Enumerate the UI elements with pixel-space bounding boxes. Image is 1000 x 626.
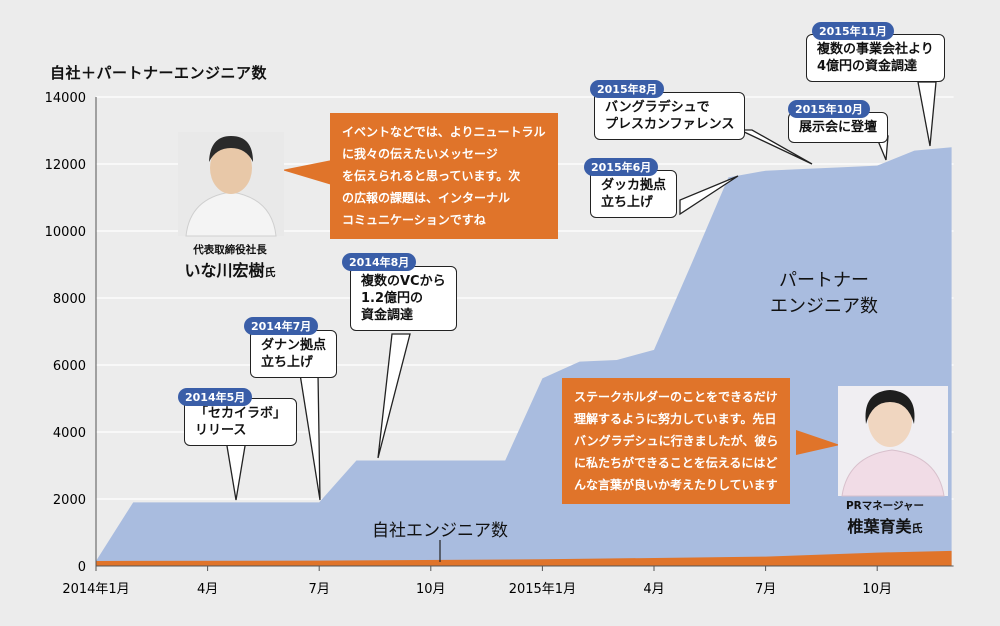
- pr-quote: ステークホルダーのことをできるだけ 理解するように努力しています。先日 バングラ…: [562, 378, 791, 504]
- badge-2014-08: 2014年8月: [342, 253, 417, 271]
- pr-blouse: [841, 449, 945, 497]
- callout-2014-08: 複数のVCから 1.2億円の 資金調達: [350, 266, 457, 331]
- pr-quote-tail: [796, 430, 840, 455]
- x-tick-label: 2014年1月: [62, 582, 129, 597]
- callout-2014-07: ダナン拠点 立ち上げ: [250, 330, 338, 378]
- x-tick-label: 10月: [416, 582, 446, 597]
- callout-pointer: [917, 81, 937, 147]
- x-tick-label: 4月: [643, 582, 664, 597]
- callout-pointer: [299, 373, 321, 501]
- ceo-caption: 代表取締役社長 いな川宏樹氏: [160, 242, 300, 281]
- pr-caption: PRマネージャー 椎葉育美氏: [820, 498, 950, 537]
- x-tick-label: 7月: [755, 582, 776, 597]
- badge-2015-10: 2015年10月: [788, 100, 870, 118]
- ceo-quote-tail: [282, 160, 332, 185]
- ceo-role: 代表取締役社長: [193, 244, 267, 256]
- badge-2014-05: 2014年5月: [178, 388, 253, 406]
- partner-series-label: パートナー エンジニア数: [770, 270, 878, 317]
- pr-role: PRマネージャー: [845, 500, 925, 512]
- ceo-name: いな川宏樹氏: [184, 261, 276, 280]
- pr-hair: [865, 390, 915, 424]
- badge-2015-11: 2015年11月: [812, 22, 894, 40]
- x-tick-label: 4月: [197, 582, 218, 597]
- badge-2015-08: 2015年8月: [590, 80, 665, 98]
- callout-pointer: [225, 439, 247, 501]
- y-tick-label: 12000: [45, 158, 86, 173]
- y-tick-label: 8000: [53, 292, 86, 307]
- callout-2014-05: 「セカイラボ」 リリース: [184, 398, 298, 446]
- callout-2015-06: ダッカ拠点 立ち上げ: [590, 170, 678, 218]
- y-tick-label: 10000: [45, 225, 86, 240]
- callout-2015-08: バングラデシュで プレスカンファレンス: [594, 92, 746, 140]
- callout-2015-11: 複数の事業会社より 4億円の資金調達: [806, 34, 945, 82]
- own-area: [96, 550, 952, 566]
- x-tick-label: 7月: [309, 582, 330, 597]
- pr-face: [868, 393, 912, 447]
- y-tick-label: 14000: [45, 91, 86, 106]
- callout-pointer: [377, 333, 411, 459]
- ceo-quote: イベントなどでは、よりニュートラル に我々の伝えたいメッセージ を伝えられると思…: [330, 113, 558, 239]
- badge-2015-06: 2015年6月: [584, 158, 659, 176]
- own-series-label: 自社エンジニア数: [372, 521, 508, 541]
- x-tick-label: 10月: [862, 582, 892, 597]
- callout-pointer: [679, 175, 739, 216]
- x-tick-label: 2015年1月: [509, 582, 576, 597]
- ceo-face: [210, 142, 252, 194]
- badge-2014-07: 2014年7月: [244, 317, 319, 335]
- chart-title: 自社＋パートナーエンジニア数: [50, 64, 268, 82]
- y-tick-label: 6000: [53, 359, 86, 374]
- y-tick-label: 0: [78, 560, 86, 575]
- y-tick-label: 4000: [53, 426, 86, 441]
- callout-pointer: [739, 129, 813, 165]
- y-tick-label: 2000: [53, 493, 86, 508]
- pr-name: 椎葉育美氏: [847, 517, 923, 536]
- ceo-hair: [209, 136, 253, 162]
